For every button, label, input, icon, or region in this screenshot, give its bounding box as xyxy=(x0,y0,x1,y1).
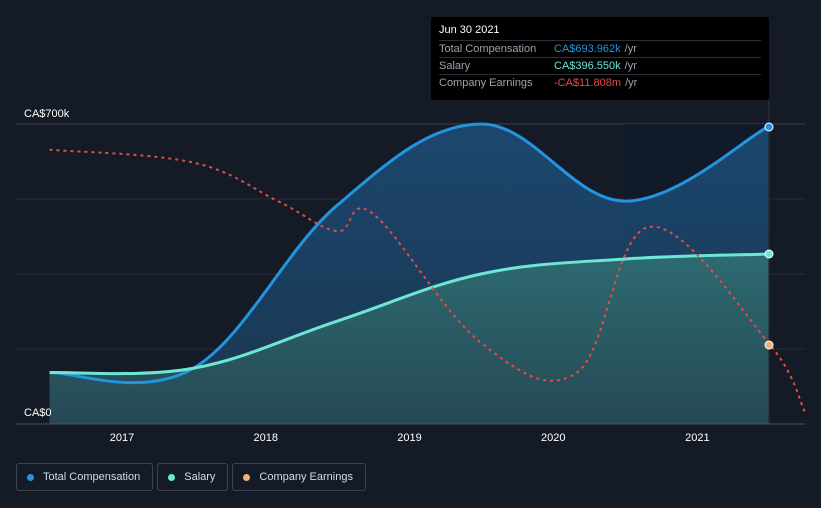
total-compensation-marker xyxy=(764,122,774,132)
salary-area xyxy=(49,254,769,424)
total-compensation-line xyxy=(49,122,769,385)
compensation-chart: 2017 2018 2019 2020 2021 CA$700k CA$0 xyxy=(16,100,806,444)
x-tick-label: 2019 xyxy=(397,432,421,444)
tooltip-row-unit: /yr xyxy=(624,60,637,72)
company-earnings-marker xyxy=(764,340,774,350)
x-tick-label: 2021 xyxy=(685,432,709,444)
salary-line xyxy=(49,252,769,376)
company-earnings-line xyxy=(49,148,806,413)
legend: Total Compensation Salary Company Earnings xyxy=(16,463,366,491)
legend-label: Company Earnings xyxy=(259,471,353,483)
tooltip-row-unit: /yr xyxy=(625,77,638,89)
tooltip-row-value: CA$693.962k xyxy=(554,43,621,55)
tooltip-row: Salary CA$396.550k/yr xyxy=(439,57,761,74)
legend-label: Total Compensation xyxy=(43,471,141,483)
tooltip-row: Total Compensation CA$693.962k/yr xyxy=(439,40,761,57)
legend-dot-icon xyxy=(168,473,176,481)
tooltip-date: Jun 30 2021 xyxy=(439,24,500,36)
y-tick-label-bottom: CA$0 xyxy=(24,407,52,419)
tooltip-row-value: CA$396.550k xyxy=(554,60,621,72)
x-axis-ticks: 2017 2018 2019 2020 2021 xyxy=(110,432,710,444)
x-tick-label: 2017 xyxy=(110,432,134,444)
legend-dot-icon xyxy=(27,473,34,481)
legend-label: Salary xyxy=(184,471,216,483)
tooltip: Jun 30 2021 Total Compensation CA$693.962… xyxy=(431,17,769,100)
tooltip-row: Company Earnings -CA$11.808m/yr xyxy=(439,74,761,91)
tooltip-row-label: Company Earnings xyxy=(439,77,533,89)
tooltip-row-label: Salary xyxy=(439,60,471,72)
tooltip-row-label: Total Compensation xyxy=(439,43,537,55)
y-tick-label-top: CA$700k xyxy=(24,108,70,120)
legend-dot-icon xyxy=(243,473,251,481)
salary-marker xyxy=(764,249,774,259)
tooltip-row-value: -CA$11.808m xyxy=(554,77,622,89)
legend-item-company-earnings[interactable]: Company Earnings xyxy=(232,463,366,491)
tooltip-row-unit: /yr xyxy=(624,43,637,55)
x-tick-label: 2018 xyxy=(254,432,278,444)
x-tick-label: 2020 xyxy=(541,432,565,444)
legend-item-salary[interactable]: Salary xyxy=(157,463,229,491)
legend-item-total-compensation[interactable]: Total Compensation xyxy=(16,463,154,491)
